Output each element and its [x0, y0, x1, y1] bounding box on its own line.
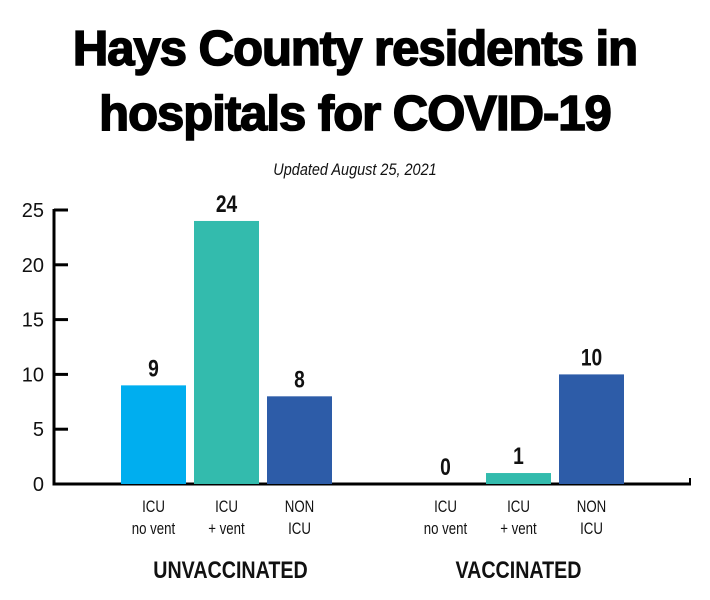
data-label: 9: [148, 354, 159, 382]
category-label: + vent: [208, 520, 245, 539]
group-label: UNVACCINATED: [153, 556, 307, 583]
bar: [121, 385, 186, 484]
bar: [194, 220, 259, 484]
y-tick-label: 15: [22, 310, 44, 332]
y-tick-label: 10: [22, 364, 44, 386]
category-label: + vent: [500, 520, 537, 539]
bar: [267, 396, 332, 484]
y-tick-label: 20: [22, 255, 44, 277]
chart-title-line-2: hospitals for COVID-19: [98, 87, 612, 141]
data-label: 0: [440, 453, 451, 481]
bar: [486, 473, 551, 484]
category-label: no vent: [132, 520, 176, 539]
data-label: 24: [216, 190, 237, 218]
chart-title-line-1: Hays County residents in: [72, 22, 639, 76]
y-tick-label: 0: [33, 474, 44, 496]
category-label: NON: [577, 498, 606, 517]
chart-subtitle: Updated August 25, 2021: [273, 160, 437, 179]
category-label: no vent: [424, 520, 468, 539]
y-tick-label: 5: [33, 419, 44, 441]
data-label: 8: [294, 365, 305, 393]
category-label: ICU: [580, 520, 603, 539]
category-label: ICU: [142, 498, 165, 517]
data-label: 1: [513, 442, 524, 470]
category-label: ICU: [288, 520, 311, 539]
group-label: VACCINATED: [455, 556, 581, 583]
category-label: ICU: [434, 498, 457, 517]
category-label: ICU: [507, 498, 530, 517]
category-label: ICU: [215, 498, 238, 517]
category-label: NON: [285, 498, 314, 517]
bar: [559, 374, 624, 484]
y-tick-label: 25: [22, 200, 44, 222]
data-label: 10: [581, 343, 602, 371]
